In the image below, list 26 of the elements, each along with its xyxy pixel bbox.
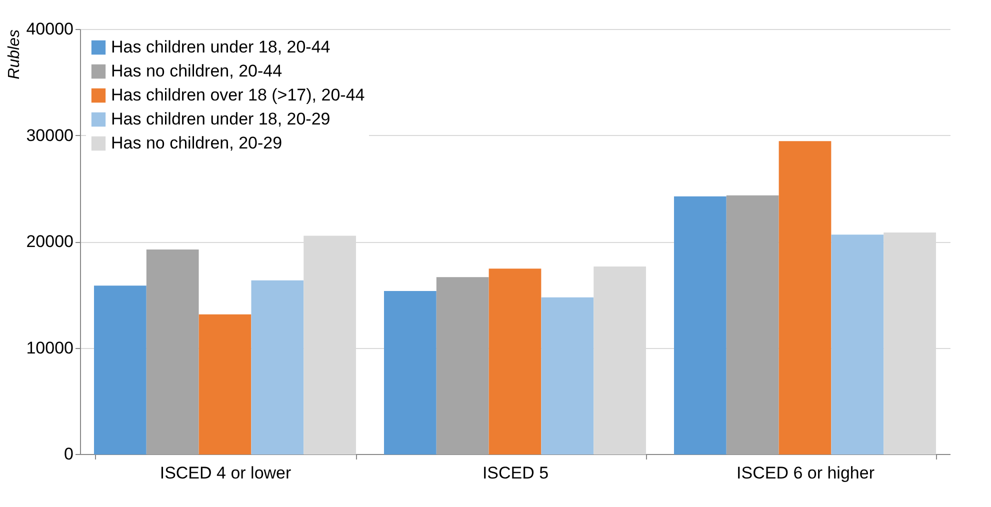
legend-label: Has no children, 20-44 (111, 62, 282, 80)
x-tick-label: ISCED 4 or lower (160, 464, 292, 482)
bar (94, 286, 146, 454)
bar (251, 280, 304, 454)
legend-label: Has no children, 20-29 (111, 134, 282, 152)
legend-label: Has children under 18, 20-44 (111, 38, 330, 56)
y-tick-label: 10000 (26, 338, 74, 358)
bar (198, 314, 252, 454)
bar (384, 290, 436, 454)
y-tick-label: 0 (64, 444, 74, 464)
bar (488, 268, 542, 454)
bar (778, 141, 832, 454)
bar (541, 297, 594, 454)
legend-label: Has children under 18, 20-29 (111, 110, 330, 128)
y-tick-label: 20000 (26, 232, 74, 251)
y-tick-label: 30000 (26, 126, 74, 145)
y-axis-title: Rubles (6, 30, 24, 80)
x-tick-label: ISCED 6 or higher (736, 464, 875, 482)
bar (146, 250, 199, 454)
y-tick-label: 40000 (26, 20, 74, 38)
bar (436, 277, 489, 454)
bar (674, 196, 726, 454)
bar (726, 195, 779, 454)
bar (831, 234, 884, 454)
legend-label: Has children over 18 (>17), 20-44 (111, 86, 365, 104)
x-tick-label: ISCED 5 (482, 464, 549, 482)
